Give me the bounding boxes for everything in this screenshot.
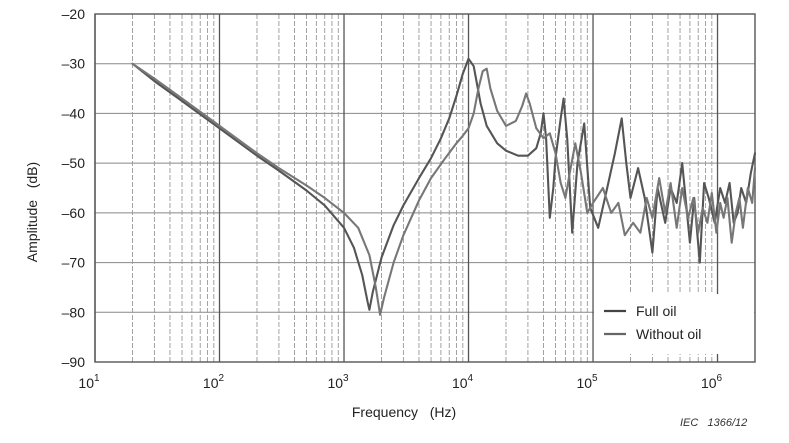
x-tick-label: 103	[327, 373, 349, 391]
legend-label-without-oil: Without oil	[636, 326, 701, 342]
y-tick-label: –70	[62, 255, 86, 271]
x-tick-label: 105	[576, 373, 598, 391]
y-tick-label: –80	[62, 304, 86, 320]
y-tick-label: –20	[62, 6, 86, 22]
series-line-without-oil	[131, 62, 757, 316]
y-tick-label: –50	[62, 155, 86, 171]
y-tick-label: –60	[62, 205, 86, 221]
x-axis-ticks: 101 102 103 104 105 106	[78, 373, 722, 391]
x-tick-label: 106	[701, 373, 723, 391]
x-axis-title: Frequency (Hz)	[352, 404, 456, 420]
legend-box	[594, 294, 754, 354]
legend-label-full-oil: Full oil	[636, 303, 676, 319]
x-tick-label: 104	[452, 373, 474, 391]
y-tick-label: –30	[62, 56, 86, 72]
y-axis-ticks: –20 –30 –40 –50 –60 –70 –80 –90	[62, 6, 86, 370]
plot-frame	[94, 13, 756, 363]
series-layer	[131, 57, 757, 316]
y-tick-label: –40	[62, 105, 86, 121]
x-tick-label: 102	[203, 373, 225, 391]
series-line-full-oil	[131, 57, 757, 311]
y-axis-title: Amplitude (dB)	[24, 162, 40, 262]
y-tick-label: –90	[62, 354, 86, 370]
legend: Full oil Without oil	[594, 294, 754, 354]
x-tick-label: 101	[78, 373, 100, 391]
figure-credit: IEC 1366/12	[680, 417, 747, 429]
